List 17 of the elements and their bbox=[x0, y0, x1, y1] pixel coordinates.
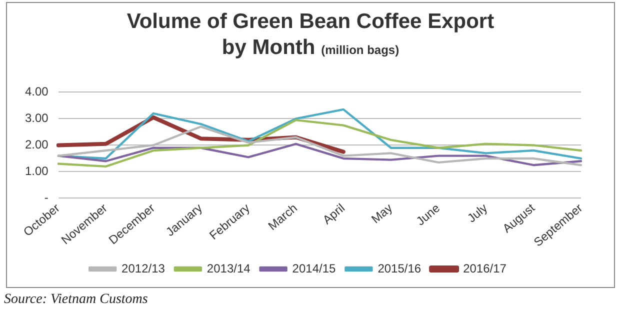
legend-label: 2012/13 bbox=[122, 261, 166, 276]
y-tick-label: 3.00 bbox=[24, 111, 49, 126]
y-tick-label: 2.00 bbox=[24, 138, 49, 152]
chart-title: Volume of Green Bean Coffee Export bbox=[126, 9, 496, 35]
x-tick-label: May bbox=[368, 200, 396, 226]
chart-subtitle: by Month bbox=[222, 36, 316, 59]
legend-label: 2013/14 bbox=[206, 261, 251, 276]
x-tick-label: June bbox=[414, 200, 443, 228]
y-tick-label: 1.00 bbox=[24, 164, 49, 178]
y-tick-label: 4.00 bbox=[24, 84, 49, 99]
x-tick-label: July bbox=[464, 200, 490, 226]
legend-label: 2014/15 bbox=[292, 261, 336, 276]
y-axis-title: (million bags) bbox=[321, 43, 400, 57]
y-tick-label: - bbox=[44, 190, 48, 205]
source-note: Source: Vietnam Customs bbox=[4, 292, 148, 308]
legend-label: 2016/17 bbox=[463, 261, 507, 276]
legend-label: 2015/16 bbox=[378, 261, 422, 276]
